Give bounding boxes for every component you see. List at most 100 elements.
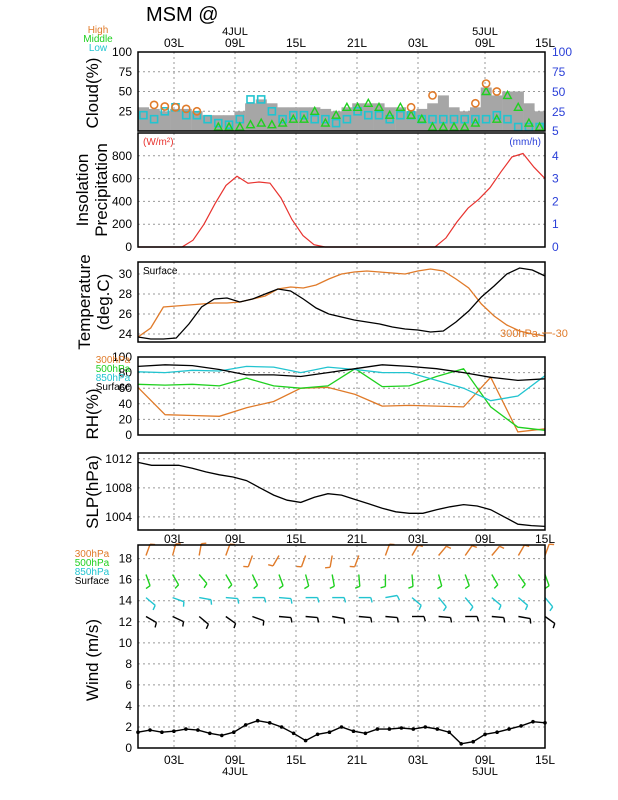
wind-barb-flag-500hpa xyxy=(329,585,335,590)
wind-surface-point xyxy=(435,727,440,731)
cloud-high-marker xyxy=(171,102,180,112)
wind-barb-850hpa xyxy=(278,596,292,600)
cloud-middle-marker xyxy=(416,113,427,123)
cloud-middle-marker xyxy=(523,117,534,127)
wind-surface-point xyxy=(160,730,164,734)
cloud-bar xyxy=(373,103,385,131)
cloud-bar xyxy=(384,107,396,131)
wind-barb-500hpa xyxy=(331,574,335,587)
wind-barb-850hpa xyxy=(411,597,422,606)
rh-legend-300hpa: 300hPa xyxy=(96,355,131,366)
wind-barb-300hpa xyxy=(272,555,280,567)
wind-barb-surface xyxy=(305,615,318,619)
cloud-middle-marker xyxy=(299,113,309,123)
wind-ytick-5: 8 xyxy=(125,657,132,671)
wind-barb-500hpa xyxy=(358,574,361,587)
rh-legend-surface: Surface xyxy=(96,382,131,393)
cloud-middle-marker xyxy=(513,101,524,111)
wind-barb-flag-500hpa xyxy=(203,583,208,589)
cloud-low-marker xyxy=(396,110,405,120)
wind-barb-flag-500hpa xyxy=(521,583,526,589)
cloud-ytick-3: 25 xyxy=(119,104,133,118)
cloud-low-marker xyxy=(246,95,255,104)
wind-barb-300hpa xyxy=(517,544,526,556)
cloud-legend-low: Low xyxy=(89,43,108,54)
cloud-middle-marker xyxy=(266,119,277,129)
wind-barb-flag-850hpa xyxy=(418,605,422,611)
cloud-low-marker xyxy=(192,110,202,120)
bottom-tick-label-1: 09L xyxy=(225,753,245,767)
wind-barb-850hpa xyxy=(172,596,185,603)
wind-barb-500hpa xyxy=(304,574,310,587)
wind-barb-flag-850hpa xyxy=(549,606,554,612)
wind-barb-surface xyxy=(252,615,264,622)
cloud-bar xyxy=(427,103,439,131)
slp-tick-label-1: 09L xyxy=(225,532,245,546)
wind-barb-500hpa xyxy=(145,574,151,586)
cloud-low-marker xyxy=(278,114,287,124)
cloud-middle-marker xyxy=(491,113,502,123)
cloud-middle-marker xyxy=(427,121,438,131)
wind-barb-300hpa xyxy=(225,543,231,556)
wind-barb-surface xyxy=(491,615,504,619)
cloud-bar xyxy=(255,99,267,131)
temperature-ytick-1: 28 xyxy=(119,287,133,301)
wind-barb-500hpa xyxy=(517,574,526,585)
cloud-low-marker xyxy=(160,107,170,116)
wind-legend-surface: Surface xyxy=(75,576,110,587)
wind-barb-flag-850hpa xyxy=(469,606,474,612)
cloud-bar xyxy=(502,91,514,131)
cloud-high-marker xyxy=(406,102,416,112)
cloud-middle-marker xyxy=(374,101,384,111)
cloud-high-marker xyxy=(492,87,502,96)
temperature-300hpa-label: 300hPa xyxy=(500,328,539,340)
bottom-tick-label-5: 09L xyxy=(475,753,495,767)
cloud-ytick-right-1: 75 xyxy=(552,65,566,79)
wind-surface-point xyxy=(315,732,320,737)
cloud-bar xyxy=(341,107,353,131)
cloud-bar xyxy=(309,107,321,131)
wind-barb-300hpa xyxy=(438,545,447,556)
slp-tick-label-2: 15L xyxy=(286,532,306,546)
wind-barb-500hpa xyxy=(251,574,259,586)
wind-barb-surface xyxy=(172,615,184,623)
cloud-low-marker xyxy=(331,118,341,128)
cloud-middle-marker xyxy=(341,101,352,111)
wind-barb-flag-surface xyxy=(182,621,185,627)
precipitation-unit-label: (mm/h) xyxy=(509,137,541,148)
wind-surface-point xyxy=(351,729,356,733)
rh-500hpa-line xyxy=(137,367,546,431)
slp-frame xyxy=(137,452,546,531)
cloud-high-marker xyxy=(481,79,491,88)
wind-barb-flag-500hpa xyxy=(304,585,310,590)
cloud-low-marker xyxy=(481,114,491,124)
cloud-bar xyxy=(245,103,257,131)
cloud-high-marker xyxy=(181,104,191,114)
cloud-low-marker xyxy=(374,110,384,120)
temperature-ytick-3: 24 xyxy=(119,327,133,341)
wind-barb-flag-850hpa xyxy=(290,598,293,604)
cloud-high-marker xyxy=(192,106,202,116)
wind-surface-point xyxy=(255,718,260,723)
cloud-low-marker xyxy=(353,107,362,116)
wind-barb-flag-300hpa xyxy=(268,564,274,567)
wind-surface-point xyxy=(471,739,476,744)
wind-barb-flag-surface xyxy=(233,623,237,629)
wind-barb-500hpa xyxy=(225,574,233,586)
temperature-300hpa-value: -30 xyxy=(552,328,568,340)
cloud-low-marker xyxy=(503,114,512,124)
wind-barb-flag-850hpa xyxy=(152,605,156,611)
insolation-ytick-right-4: 0 xyxy=(552,240,559,254)
slp-ytick-0: 1012 xyxy=(105,452,132,466)
wind-barb-flag-850hpa xyxy=(370,597,373,603)
cloud-legend-middle: Middle xyxy=(83,34,113,45)
insolation-ytick-right-2: 2 xyxy=(552,194,559,208)
cloud-middle-marker xyxy=(438,121,449,131)
insolation-ytick-3: 200 xyxy=(112,217,132,231)
wind-barb-300hpa xyxy=(354,555,360,568)
rh-legend-850hpa: 850hPa xyxy=(96,373,131,384)
wind-ytick-4: 10 xyxy=(119,636,133,650)
bottom-tick-label-2: 15L xyxy=(286,753,306,767)
wind-barb-flag-300hpa xyxy=(325,566,331,569)
